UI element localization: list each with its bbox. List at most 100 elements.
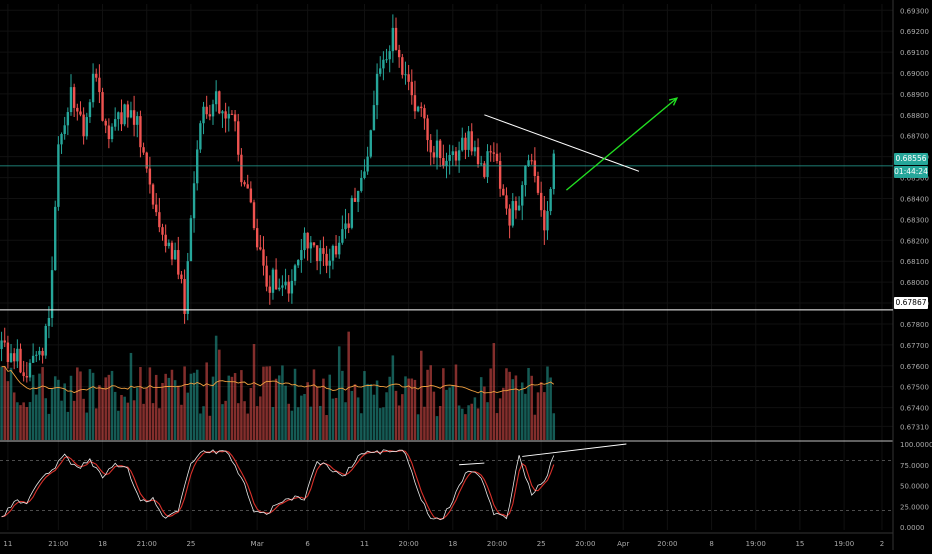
candle-body [72,87,76,108]
candle-body [552,153,555,190]
volume-bar [129,352,133,440]
candle-body [322,248,325,254]
volume-bar [195,369,199,440]
volume-bar [533,414,537,440]
candle-body [101,92,104,121]
volume-bar [445,389,448,440]
volume-bar [57,379,60,440]
candle-body [54,206,57,271]
volume-ma-line [1,366,555,394]
candle-body [95,73,98,78]
volume-bar [527,367,530,440]
volume-bar [552,413,556,440]
volume-bar [388,376,391,440]
candle-body [6,342,10,362]
candle-body [88,102,92,118]
volume-bar [202,406,205,440]
volume-bar [19,405,22,440]
candle-body [63,125,66,135]
volume-bar [79,371,82,440]
candle-body [3,340,6,343]
price-axis-tick-label: 0.67700 [900,342,929,350]
volume-bar [63,383,66,440]
volume-bar [126,402,130,440]
candle-body [420,106,423,109]
candle-body [300,250,303,261]
volume-bar [489,368,492,440]
volume-bar [303,394,306,440]
volume-bar [50,388,54,440]
candle-body [91,73,95,103]
annotation-layer[interactable] [0,97,893,466]
candle-body [57,144,60,207]
stoch-axis-tick-label: 100.0000 [900,441,932,449]
volume-bar [281,365,284,440]
volume-bar [35,394,38,440]
candle-body [473,147,477,152]
candle-body [132,110,136,125]
candle-body [221,111,224,114]
candle-body [38,350,41,355]
candle-body [457,150,461,161]
price-axis-tick-label: 0.69100 [900,49,929,57]
price-axis-tick-label: 0.68000 [900,279,929,287]
volume-bar [382,407,385,440]
volume-bar [375,380,379,440]
volume-bar [101,388,104,440]
candle-body [136,116,139,125]
time-axis-tick-label: 11 [360,540,369,548]
volume-bar [47,413,51,440]
candle-body [113,119,117,127]
volume-bar [236,403,240,440]
volume-bar [154,374,158,440]
candle-body [142,147,145,153]
candle-body [480,163,483,165]
candle-body [287,281,290,294]
candle-body [379,68,382,74]
time-axis-tick-label: 20:00 [575,540,595,548]
candle-body [192,183,196,219]
candle-body [404,74,407,76]
volume-bar [145,388,148,440]
volume-bar [192,372,196,440]
volume-bar [246,413,249,440]
candle-body [47,317,51,326]
volume-bar [268,366,272,440]
candle-body [293,265,297,281]
volume-bar [167,377,171,440]
candle-body [180,274,183,280]
candle-body [303,232,306,251]
volume-bar [265,366,268,440]
volume-bar [98,385,101,440]
time-axis-tick-label: 8 [709,540,713,548]
candle-body [196,149,199,184]
candle-body [139,116,142,148]
stoch-trendline [522,443,627,457]
volume-bar [356,397,360,440]
price-axis-tick-label: 0.68700 [900,133,929,141]
volume-bar [549,377,552,440]
volume-bar [161,382,164,440]
candle-body [271,269,275,293]
volume-bar [259,396,262,440]
volume-bar [401,394,404,440]
candle-body [527,160,530,166]
volume-bar [347,331,350,440]
target-arrowhead [668,97,679,106]
volume-bar [117,410,120,440]
candle-body [243,182,246,185]
grid-layer [0,0,894,550]
volume-bar [255,406,259,440]
price-axis-tick-label: 0.69200 [900,28,929,36]
volume-bar [277,375,281,440]
volume-bar [372,394,376,440]
candle-body [514,201,518,211]
price-axis-tick-label: 0.68800 [900,112,929,120]
volume-bar [240,370,243,440]
volume-bar [319,405,322,440]
volume-bar [306,382,309,440]
candle-body [129,110,133,118]
volume-bar [262,366,265,440]
candle-body [391,27,395,52]
